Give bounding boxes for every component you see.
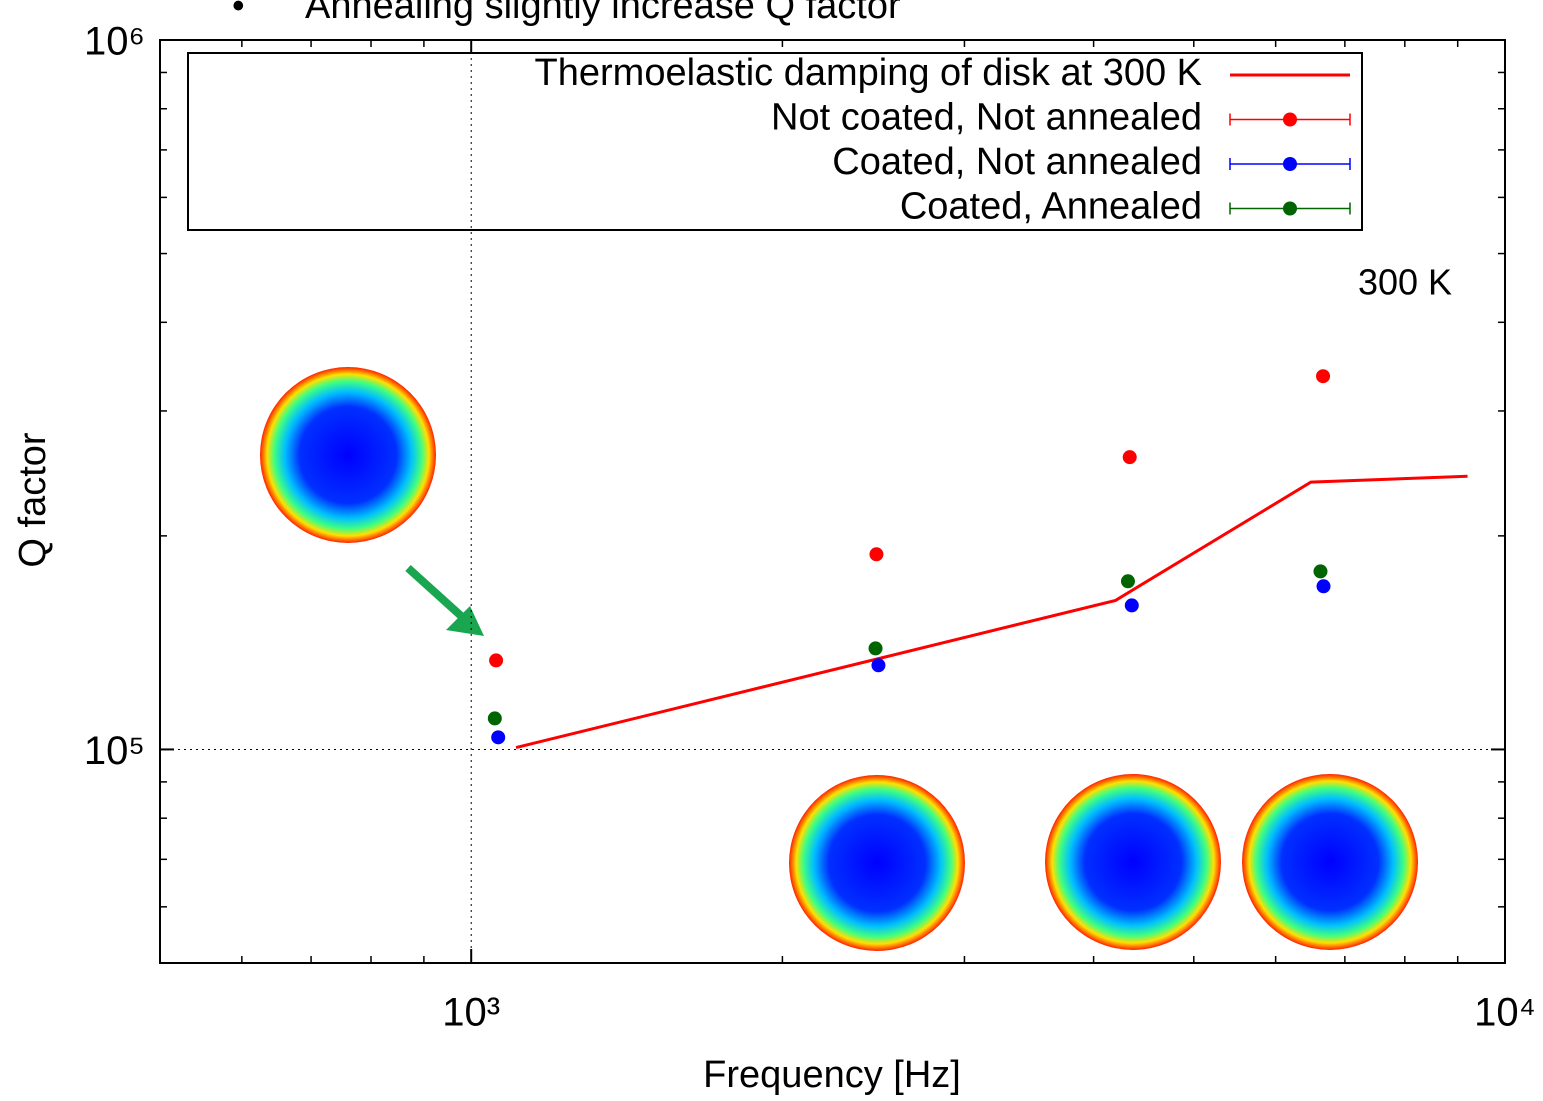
data-point (488, 711, 502, 725)
legend-swatch (1283, 202, 1297, 216)
data-point (871, 658, 885, 672)
mode-image (1045, 774, 1221, 950)
mode-image (1242, 774, 1418, 950)
mode-images (260, 367, 1418, 951)
data-point (1123, 450, 1137, 464)
data-point (1125, 598, 1139, 612)
x-tick-label: 10³ (442, 991, 500, 1035)
bullet: • (232, 0, 245, 26)
mode-image (789, 775, 965, 951)
legend-label: Coated, Not annealed (832, 141, 1202, 183)
data-point (1121, 574, 1135, 588)
annotation: 300 K (1358, 262, 1452, 303)
x-tick-label: 10⁴ (1474, 991, 1536, 1035)
x-axis-label: Frequency [Hz] (703, 1054, 961, 1096)
data-point (491, 730, 505, 744)
data-point (869, 547, 883, 561)
arrow (408, 568, 484, 636)
y-tick-label: 10⁶ (84, 20, 145, 64)
legend-swatch (1283, 157, 1297, 171)
data-line (516, 476, 1468, 747)
chart: • Annealing slightly increase Q factor 3… (0, 0, 1543, 1101)
mode-image (260, 367, 436, 543)
data-point (869, 641, 883, 655)
legend-label: Not coated, Not annealed (771, 97, 1202, 139)
legend-label: Thermoelastic damping of disk at 300 K (535, 52, 1202, 94)
legend-label: Coated, Annealed (900, 186, 1202, 228)
data-point (489, 653, 503, 667)
header-text: Annealing slightly increase Q factor (305, 0, 901, 27)
data-point (1313, 564, 1327, 578)
data-point (1317, 579, 1331, 593)
data-point (1316, 369, 1330, 383)
legend-swatch (1283, 113, 1297, 127)
y-tick-label: 10⁵ (84, 729, 145, 773)
legend: Thermoelastic damping of disk at 300 KNo… (188, 52, 1362, 230)
y-axis-label: Q factor (12, 432, 54, 567)
